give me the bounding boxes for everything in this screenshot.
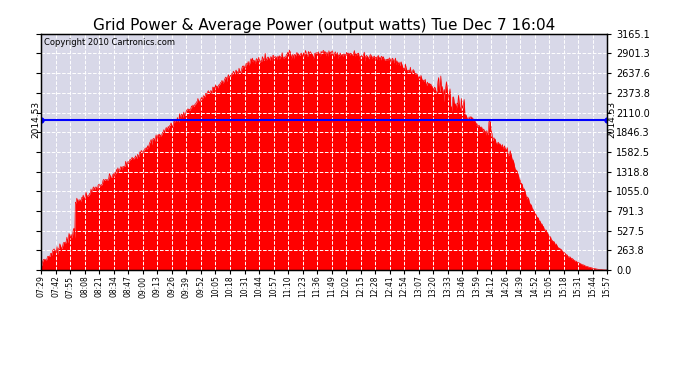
- Text: 2014.53: 2014.53: [32, 101, 41, 138]
- Title: Grid Power & Average Power (output watts) Tue Dec 7 16:04: Grid Power & Average Power (output watts…: [93, 18, 555, 33]
- Text: Copyright 2010 Cartronics.com: Copyright 2010 Cartronics.com: [44, 39, 175, 48]
- Text: 2014.53: 2014.53: [608, 101, 617, 138]
